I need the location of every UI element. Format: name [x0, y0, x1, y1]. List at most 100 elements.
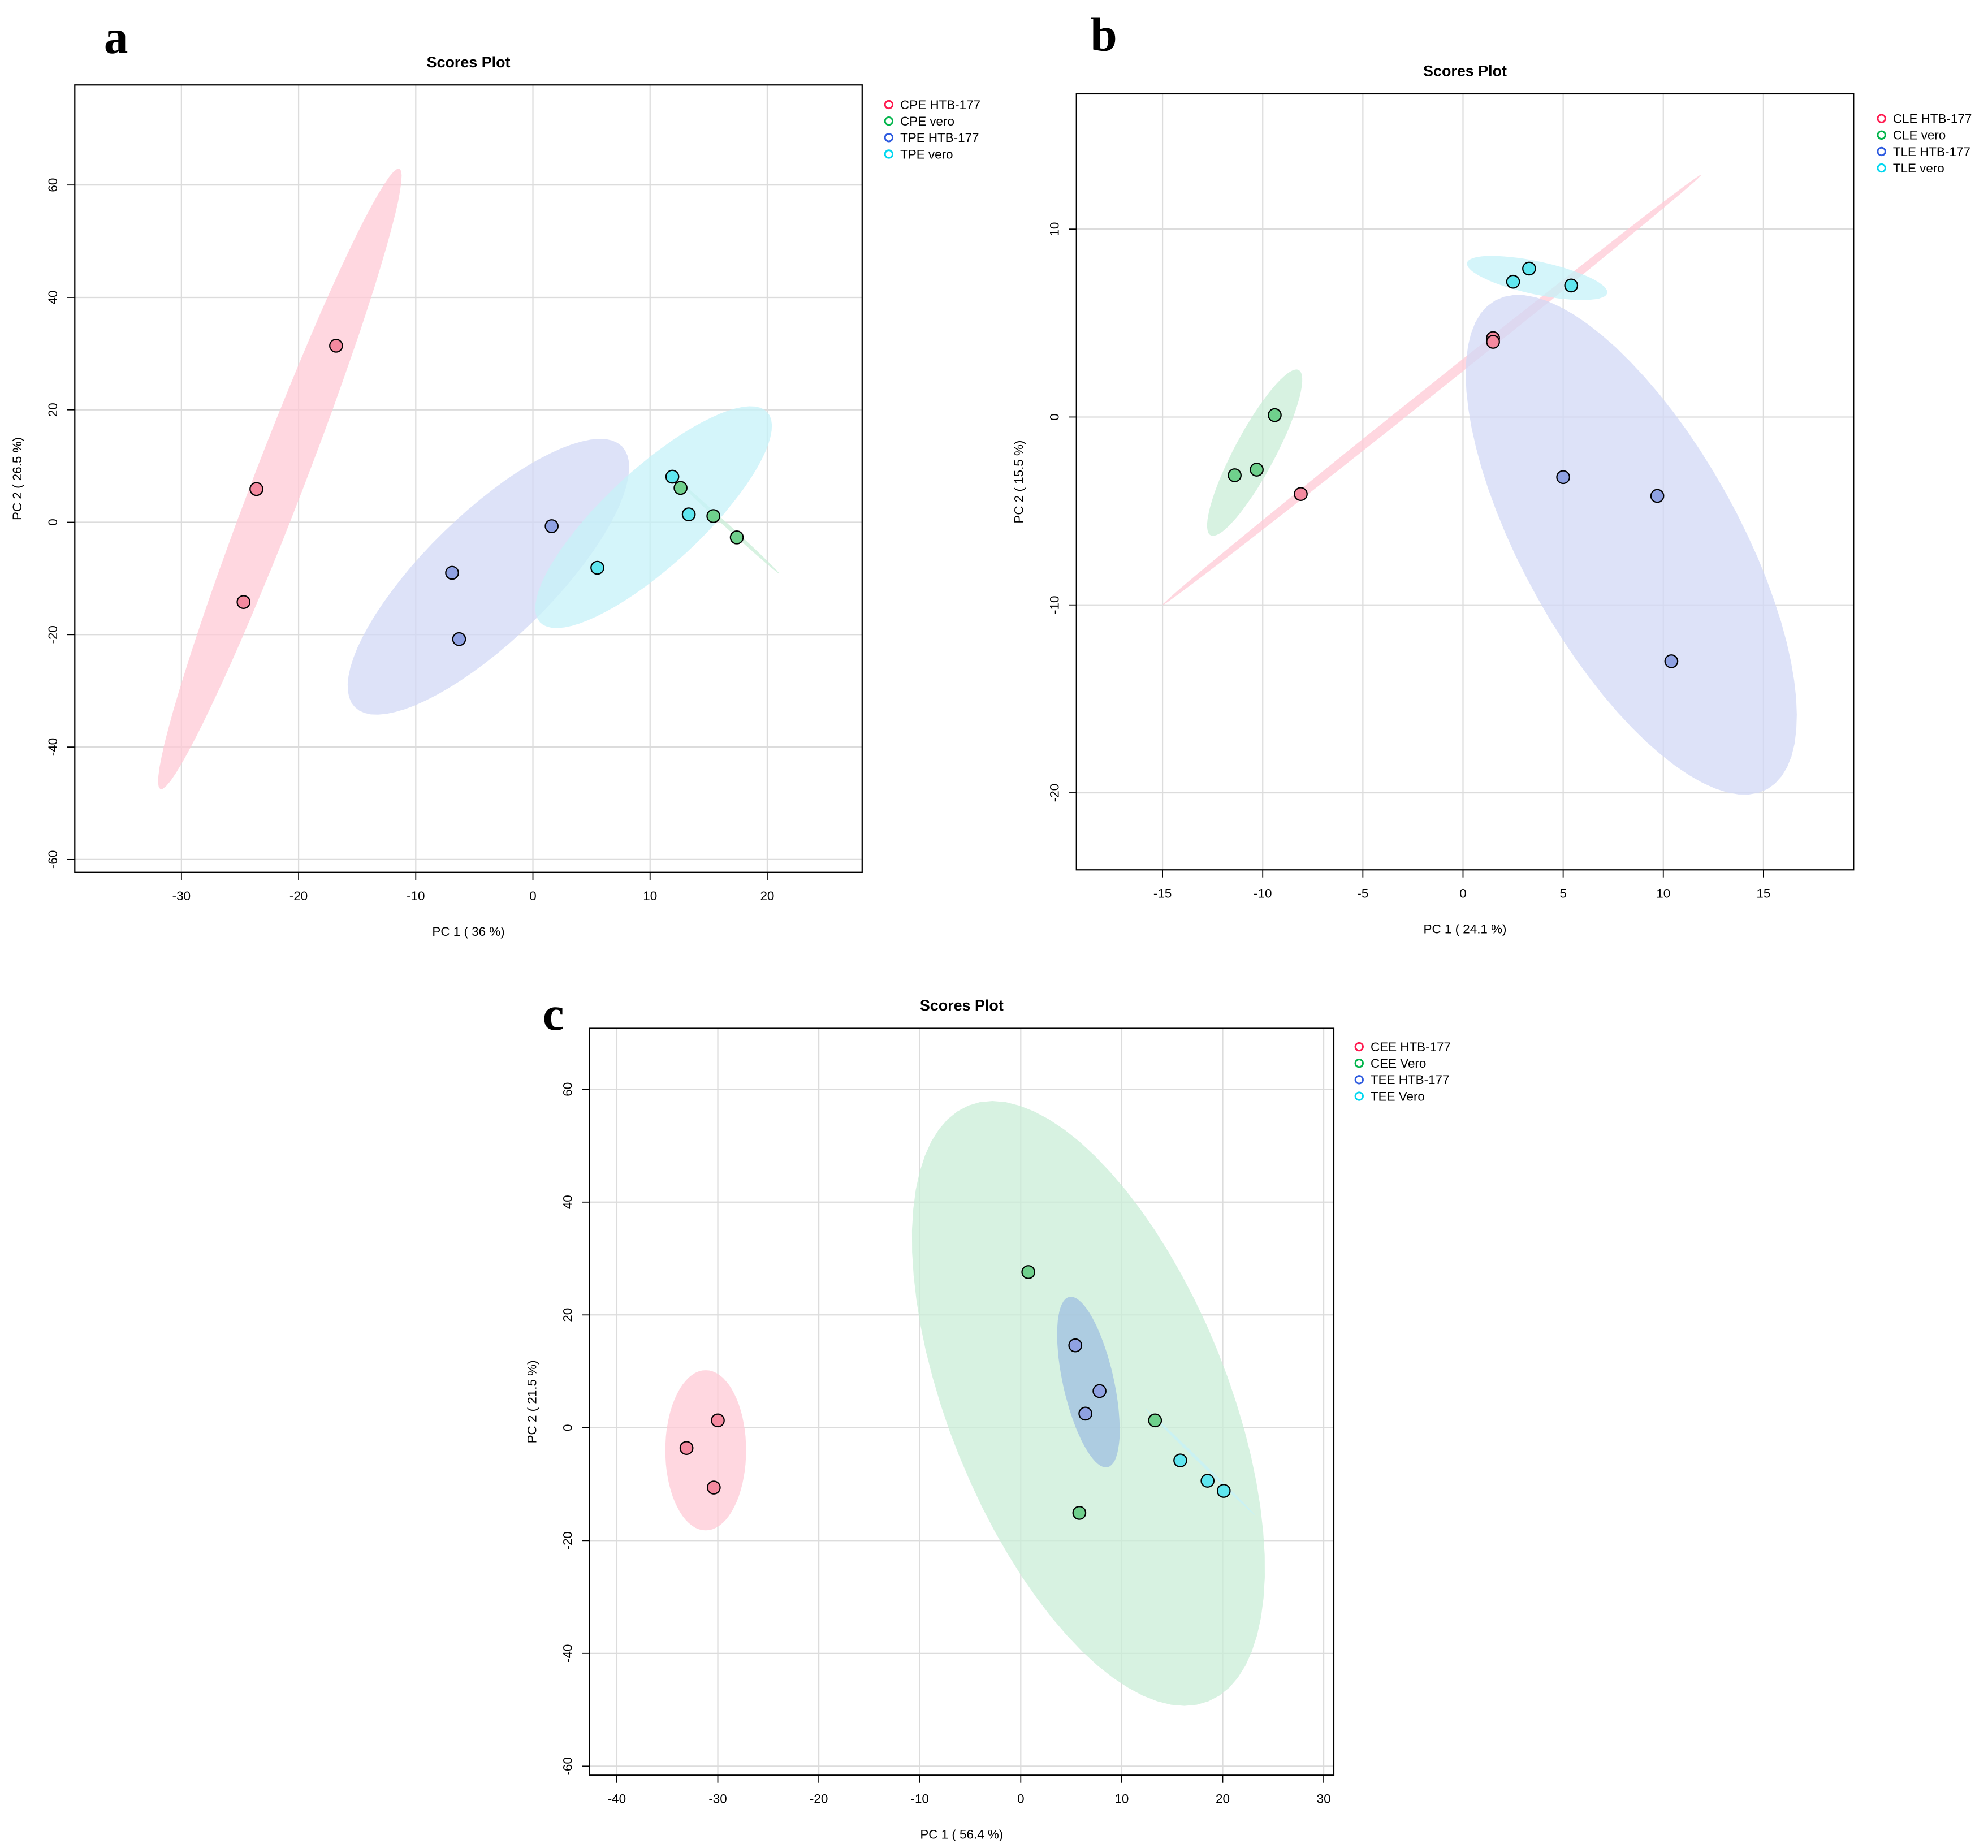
data-point	[544, 519, 559, 533]
data-point	[1556, 470, 1570, 485]
data-point	[329, 339, 343, 353]
data-point	[1148, 1413, 1162, 1428]
data-point	[1228, 468, 1242, 482]
y-tick-label: 0	[560, 1424, 574, 1431]
plot-area	[158, 169, 779, 789]
y-tick-label: 40	[46, 290, 60, 304]
x-tick-label: 10	[1656, 887, 1670, 901]
data-point	[1200, 1474, 1215, 1488]
x-tick-label: -40	[608, 1792, 626, 1806]
x-axis-label: PC 1 ( 24.1 %)	[1424, 922, 1507, 936]
x-tick-label: 0	[1017, 1792, 1024, 1806]
data-point	[1650, 489, 1665, 503]
legend-marker-icon	[1354, 1091, 1364, 1101]
legend-marker-icon	[884, 100, 894, 110]
legend-label: TPE vero	[900, 147, 953, 161]
data-point	[1486, 335, 1500, 349]
data-point	[1250, 463, 1264, 477]
legend: CPE HTB-177 CPE vero TPE HTB-177 TPE vero	[884, 98, 980, 161]
chart-title: Scores Plot	[920, 997, 1004, 1014]
legend-label: TLE vero	[1893, 161, 1944, 175]
legend-marker-icon	[884, 149, 894, 159]
y-axis-label: PC 2 ( 26.5 %)	[10, 437, 24, 520]
x-tick-label: 10	[1114, 1792, 1129, 1806]
confidence-ellipse	[665, 1370, 746, 1531]
x-tick-label: -5	[1357, 887, 1368, 901]
plot-frame	[589, 1027, 1335, 1776]
plot-area	[1162, 174, 1797, 795]
x-axis-label: PC 1 ( 56.4 %)	[920, 1827, 1003, 1841]
legend-label: CEE Vero	[1371, 1056, 1426, 1070]
panel-letter: c	[543, 987, 564, 1040]
data-point	[1173, 1453, 1187, 1467]
legend-marker-icon	[1877, 130, 1886, 140]
confidence-ellipse	[1207, 369, 1303, 536]
y-tick-label: 10	[1047, 222, 1061, 236]
x-tick-label: -15	[1153, 887, 1172, 901]
x-tick-label: -10	[1254, 887, 1272, 901]
data-point	[1664, 654, 1679, 668]
x-tick-label: -10	[407, 889, 425, 903]
y-tick-label: 60	[560, 1082, 574, 1096]
confidence-ellipse	[347, 439, 629, 715]
x-tick-label: 5	[1559, 887, 1566, 901]
legend: CLE HTB-177 CLE vero TLE HTB-177 TLE vero	[1877, 112, 1972, 175]
data-point	[706, 509, 720, 523]
legend-label: CEE HTB-177	[1371, 1040, 1451, 1054]
data-point	[711, 1413, 725, 1428]
x-tick-label: -30	[708, 1792, 727, 1806]
data-point	[1068, 1338, 1083, 1353]
legend-label: CLE HTB-177	[1893, 112, 1972, 126]
data-point	[1522, 261, 1536, 276]
y-tick-label: 20	[46, 403, 60, 417]
data-point	[1078, 1406, 1092, 1421]
y-tick-label: -20	[1047, 784, 1061, 802]
legend-label: TLE HTB-177	[1893, 145, 1970, 159]
y-tick-label: -10	[1047, 596, 1061, 614]
plot-frame	[74, 84, 863, 873]
x-tick-label: -20	[810, 1792, 828, 1806]
data-point	[590, 560, 604, 575]
legend-marker-icon	[1877, 163, 1886, 173]
x-tick-label: -30	[172, 889, 191, 903]
y-tick-label: 0	[46, 519, 60, 525]
x-tick-label: 20	[760, 889, 774, 903]
y-tick-label: 60	[46, 178, 60, 192]
legend-label: CPE HTB-177	[900, 98, 980, 112]
x-tick-label: 0	[529, 889, 536, 903]
data-point	[1564, 278, 1579, 293]
panel-a: a Scores Plot -30 -20 -10 0 10 20 -60 -40 -20 0 20 40…	[10, 11, 980, 939]
legend-marker-icon	[1354, 1075, 1364, 1085]
plot-area	[665, 1101, 1265, 1706]
chart-title: Scores Plot	[1423, 63, 1507, 80]
plot-frame	[1075, 93, 1855, 871]
y-axis-label: PC 2 ( 15.5 %)	[1012, 441, 1026, 524]
x-tick-label: 10	[643, 889, 657, 903]
y-tick-label: 40	[560, 1195, 574, 1209]
x-tick-label: -10	[911, 1792, 929, 1806]
legend-marker-icon	[1354, 1042, 1364, 1052]
confidence-ellipse	[158, 169, 402, 789]
y-tick-label: -20	[560, 1531, 574, 1549]
data-point	[249, 482, 263, 496]
panel-letter: a	[104, 11, 128, 64]
confidence-ellipse	[1466, 295, 1797, 795]
legend-label: TEE Vero	[1371, 1089, 1425, 1103]
x-axis-label: PC 1 ( 36 %)	[432, 925, 504, 939]
y-tick-label: -60	[46, 850, 60, 869]
legend-label: TEE HTB-177	[1371, 1073, 1449, 1087]
y-axis-label: PC 2 ( 21.5 %)	[525, 1360, 539, 1443]
legend-marker-icon	[1877, 146, 1886, 157]
x-tick-label: 30	[1317, 1792, 1331, 1806]
legend-label: CPE vero	[900, 114, 954, 128]
panel-b: b Scores Plot -15 -10 -5 0 5 10 15 -20 -10 0 10 PC 1 …	[1012, 8, 1972, 936]
panel-c: c Scores Plot -40 -30 -20 -10 0 10 20 30 -60 -40 -20…	[525, 987, 1451, 1842]
y-tick-label: 20	[560, 1308, 574, 1322]
data-point	[673, 481, 688, 495]
x-tick-label: 0	[1459, 887, 1466, 901]
legend-marker-icon	[1354, 1059, 1364, 1068]
data-point	[1294, 487, 1308, 502]
y-tick-label: -60	[560, 1757, 574, 1775]
legend-marker-icon	[1877, 114, 1886, 123]
data-point	[445, 565, 459, 580]
